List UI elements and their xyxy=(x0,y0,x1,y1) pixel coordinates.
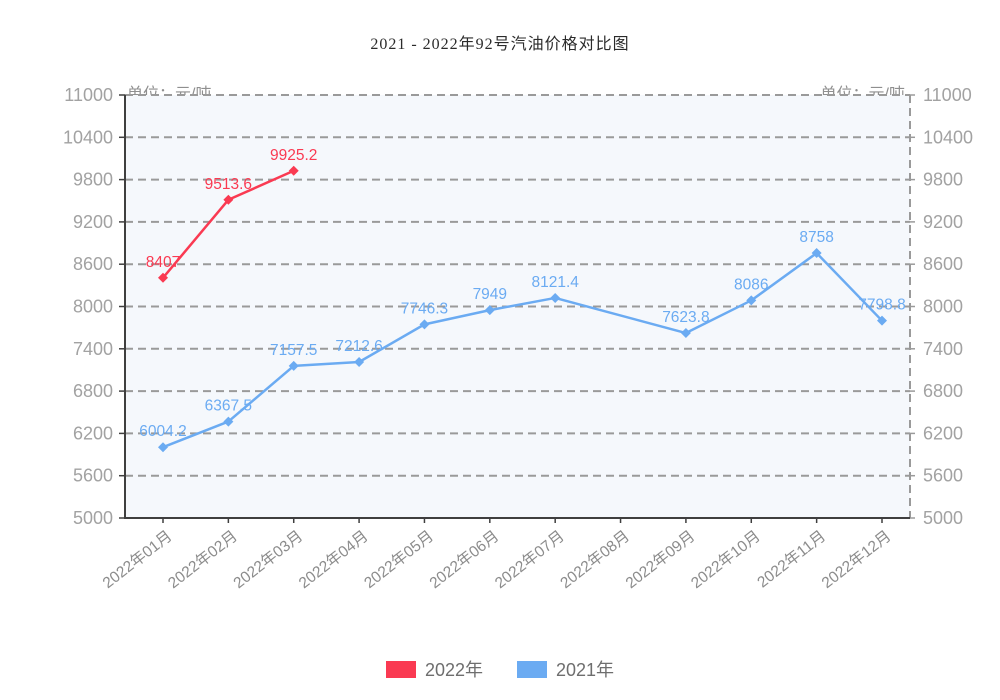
data-point-2021年 xyxy=(811,248,822,259)
data-point-label-2022年: 8407 xyxy=(146,254,180,271)
y-tick-label-right: 5000 xyxy=(923,508,963,528)
x-tick-label: 2022年04月 xyxy=(295,527,371,592)
x-tick-label: 2022年07月 xyxy=(491,527,567,592)
legend-label: 2021年 xyxy=(556,660,615,680)
data-point-2022年 xyxy=(288,165,299,176)
data-point-label-2021年: 7157.5 xyxy=(270,342,317,359)
data-point-label-2021年: 8758 xyxy=(799,229,833,246)
data-point-2022年 xyxy=(223,194,234,205)
x-tick-label: 2022年08月 xyxy=(557,527,633,592)
x-tick-label: 2022年09月 xyxy=(622,527,698,592)
y-tick-label-right: 8000 xyxy=(923,297,963,317)
y-tick-label-left: 11000 xyxy=(64,85,113,105)
data-point-label-2021年: 7623.8 xyxy=(662,309,709,326)
data-point-2022年 xyxy=(158,272,168,283)
y-tick-label-left: 6800 xyxy=(73,381,113,401)
data-point-label-2022年: 9925.2 xyxy=(270,147,317,164)
data-point-2021年 xyxy=(877,315,887,326)
data-point-label-2021年: 7746.3 xyxy=(401,300,448,317)
y-tick-label-left: 6200 xyxy=(73,423,113,443)
y-tick-label-right: 10400 xyxy=(923,127,973,147)
data-point-label-2021年: 8086 xyxy=(734,276,768,293)
price-comparison-chart: 5000 5000 5600 5600 6200 6200 6800 6800 7400 7400… xyxy=(63,85,973,592)
data-point-label-2021年: 6367.5 xyxy=(205,398,252,415)
legend-swatch-icon xyxy=(517,660,547,678)
data-point-2021年 xyxy=(419,319,430,330)
data-point-2021年 xyxy=(288,360,299,371)
legend-label: 2022年 xyxy=(424,660,483,680)
y-tick-label-left: 7400 xyxy=(73,339,113,359)
data-point-2021年 xyxy=(484,305,495,316)
y-tick-label-left: 8000 xyxy=(73,297,113,317)
data-point-label-2021年: 8121.4 xyxy=(531,274,579,291)
y-tick-label-left: 10400 xyxy=(63,127,113,147)
data-point-label-2021年: 7949 xyxy=(473,286,507,303)
data-point-label-2022年: 9513.6 xyxy=(205,176,252,193)
y-tick-label-right: 8600 xyxy=(923,254,963,274)
data-point-2021年 xyxy=(223,416,234,427)
y-tick-label-left: 5600 xyxy=(73,466,113,486)
legend-swatch-icon xyxy=(385,660,416,678)
x-tick-label: 2022年02月 xyxy=(165,527,241,592)
y-tick-label-right: 9200 xyxy=(923,212,963,232)
y-tick-label-left: 8600 xyxy=(73,254,113,274)
y-tick-label-right: 6800 xyxy=(923,381,963,401)
y-tick-label-left: 5000 xyxy=(73,508,113,528)
x-tick-label: 2022年12月 xyxy=(818,527,894,592)
data-point-label-2021年: 6004.2 xyxy=(139,423,186,440)
legend-item-2021年[interactable]: 2021年 xyxy=(517,656,614,682)
data-point-label-2021年: 7212.6 xyxy=(335,338,382,355)
x-tick-label: 2022年05月 xyxy=(361,527,437,592)
data-point-2021年 xyxy=(354,357,365,368)
chart-title: 2021 - 2022年92号汽油价格对比图 xyxy=(370,36,630,53)
y-tick-label-right: 9800 xyxy=(923,170,963,190)
data-point-2021年 xyxy=(158,442,168,453)
x-tick-label: 2022年01月 xyxy=(99,527,175,592)
y-tick-label-right: 6200 xyxy=(923,423,963,443)
y-tick-label-right: 11000 xyxy=(923,85,972,105)
y-tick-label-left: 9200 xyxy=(73,212,113,232)
y-tick-label-right: 7400 xyxy=(923,339,963,359)
data-point-label-2021年: 7798.8 xyxy=(858,297,905,314)
x-tick-label: 2022年06月 xyxy=(426,527,502,592)
x-tick-label: 2022年03月 xyxy=(230,527,306,592)
data-point-2021年 xyxy=(550,292,561,303)
data-point-2021年 xyxy=(680,328,691,339)
y-tick-label-left: 9800 xyxy=(73,170,113,190)
data-point-2021年 xyxy=(746,295,757,306)
x-tick-label: 2022年11月 xyxy=(754,527,829,591)
x-tick-label: 2022年10月 xyxy=(687,527,763,592)
y-tick-label-right: 5600 xyxy=(923,466,963,486)
legend-item-2022年[interactable]: 2022年 xyxy=(385,656,483,682)
chart-legend: 2022年 2021年 xyxy=(0,656,1000,682)
